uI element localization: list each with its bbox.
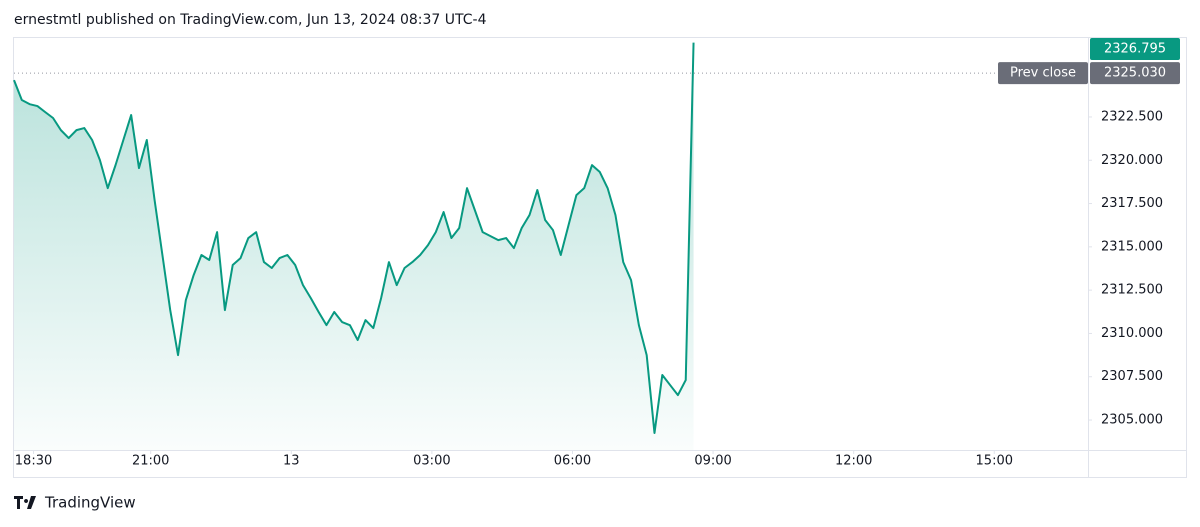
chart-frame — [13, 37, 1187, 478]
x-tick-label: 06:00 — [554, 454, 591, 469]
logo: TradingView — [14, 494, 136, 512]
y-tick-label: 2305.000 — [1101, 413, 1163, 428]
y-tick-label: 2322.500 — [1101, 109, 1163, 124]
prev-close-name: Prev close — [1010, 66, 1076, 81]
chart-title: ernestmtl published on TradingView.com, … — [14, 12, 487, 28]
x-tick-label: 03:00 — [413, 454, 450, 469]
y-tick-label: 2310.000 — [1101, 326, 1163, 341]
x-tick-label: 21:00 — [132, 454, 169, 469]
area-fill — [14, 42, 694, 451]
y-tick-label: 2315.000 — [1101, 239, 1163, 254]
y-tick-label: 2307.500 — [1101, 369, 1163, 384]
prev-close-value: 2325.030 — [1104, 66, 1166, 81]
last-price-label: 2326.795 — [1104, 42, 1166, 57]
x-tick-label: 09:00 — [694, 454, 731, 469]
y-tick-label: 2317.500 — [1101, 196, 1163, 211]
x-tick-label: 13 — [283, 454, 300, 469]
plot — [13, 42, 1088, 451]
prev-close-name-box — [998, 62, 1088, 85]
x-tick-label: 12:00 — [835, 454, 872, 469]
prev-close-box — [1090, 62, 1180, 85]
price-line — [13, 42, 695, 435]
x-tick-label: 15:00 — [976, 454, 1013, 469]
y-tick-label: 2312.500 — [1101, 283, 1163, 298]
brand: TradingView — [44, 494, 136, 512]
logo-icon — [14, 496, 36, 509]
y-tick-label: 2320.000 — [1101, 153, 1163, 168]
x-tick-label: 18:30 — [15, 454, 52, 469]
last-price-box — [1090, 38, 1180, 60]
